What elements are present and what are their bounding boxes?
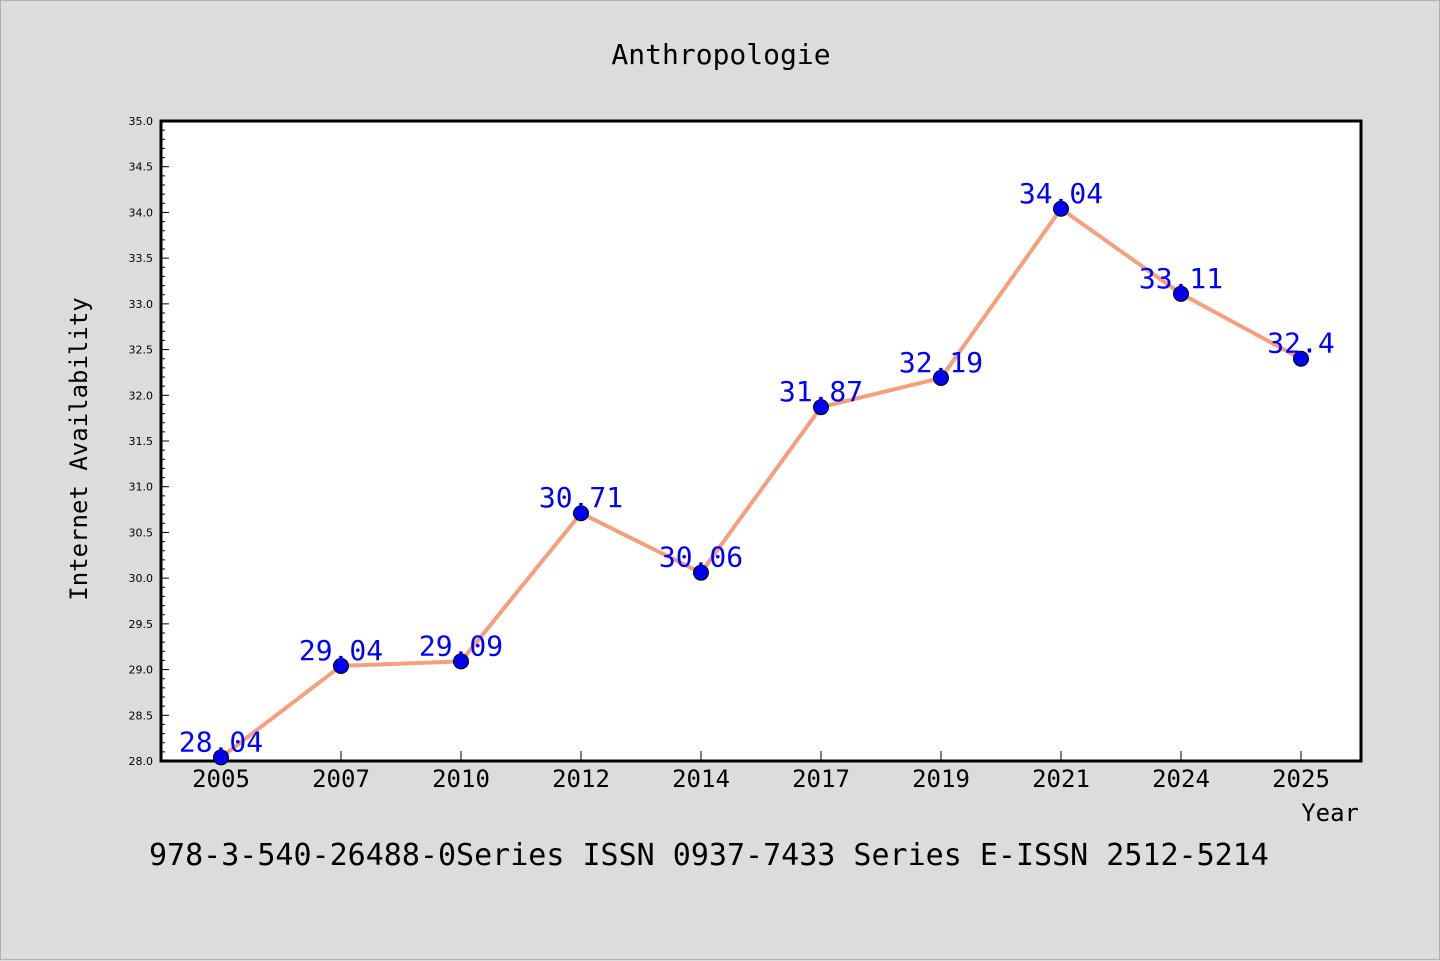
y-tick-label: 35.0 bbox=[129, 115, 154, 128]
y-tick-label: 30.5 bbox=[129, 526, 154, 539]
data-point-marker bbox=[813, 399, 829, 416]
y-axis: 28.0 28.5 29.0 29.5 30.0 30.5 31.0 31.5 32.0 32.5… bbox=[129, 115, 169, 768]
footer-isbn-text: 978-3-540-26488-0Series ISSN 0937-7433 S… bbox=[149, 838, 1269, 873]
x-tick-label: 2024 bbox=[1152, 765, 1210, 793]
data-label: 30.06 bbox=[659, 541, 743, 574]
data-point-marker bbox=[333, 657, 349, 674]
data-label: 31.87 bbox=[779, 375, 863, 408]
data-label: 32.19 bbox=[899, 346, 983, 379]
data-label: 30.71 bbox=[539, 481, 623, 514]
y-tick-label: 33.5 bbox=[129, 252, 154, 265]
data-point-marker bbox=[1053, 200, 1069, 217]
data-point-marker bbox=[693, 564, 709, 581]
y-tick-label: 28.0 bbox=[129, 755, 154, 768]
y-tick-label: 29.5 bbox=[129, 618, 154, 631]
x-tick-label: 2025 bbox=[1272, 765, 1330, 793]
y-tick-label: 32.5 bbox=[129, 344, 154, 357]
data-label: 34.04 bbox=[1019, 177, 1103, 210]
x-tick-label: 2010 bbox=[432, 765, 490, 793]
x-tick-label: 2012 bbox=[552, 765, 610, 793]
data-label: 28.04 bbox=[179, 725, 263, 758]
x-tick-label: 2017 bbox=[792, 765, 850, 793]
x-tick-label: 2021 bbox=[1032, 765, 1090, 793]
y-tick-label: 33.0 bbox=[129, 298, 154, 311]
y-tick-label: 32.0 bbox=[129, 389, 154, 402]
data-label: 32.4 bbox=[1267, 327, 1334, 360]
y-tick-label: 31.0 bbox=[129, 481, 154, 494]
data-point-marker bbox=[453, 653, 469, 670]
x-tick-label: 2019 bbox=[912, 765, 970, 793]
y-axis-label: Internet Availability bbox=[65, 297, 93, 600]
data-label: 33.11 bbox=[1139, 262, 1223, 295]
series-line bbox=[219, 206, 1302, 759]
y-tick-label: 34.0 bbox=[129, 206, 154, 219]
x-tick-label: 2005 bbox=[192, 765, 250, 793]
x-tick-label: 2007 bbox=[312, 765, 370, 793]
data-point-marker bbox=[213, 749, 229, 766]
y-tick-label: 28.5 bbox=[129, 709, 154, 722]
y-tick-label: 31.5 bbox=[129, 435, 154, 448]
y-tick-label: 34.5 bbox=[129, 161, 154, 174]
data-point-marker bbox=[933, 369, 949, 386]
data-label: 29.04 bbox=[299, 634, 383, 667]
plot-area bbox=[159, 119, 1363, 763]
y-tick-label: 30.0 bbox=[129, 572, 154, 585]
data-point-marker bbox=[1173, 285, 1189, 302]
data-point-marker bbox=[573, 505, 589, 522]
data-point-marker bbox=[1293, 350, 1309, 367]
data-label: 29.09 bbox=[419, 629, 503, 662]
x-tick-label: 2014 bbox=[672, 765, 730, 793]
y-tick-label: 29.0 bbox=[129, 664, 154, 677]
x-axis: 2005 2007 2010 2012 2014 2017 2019 2021 2024 2025 bbox=[192, 751, 1330, 793]
series-group: 28.04 29.04 29.09 30.71 30.06 31.87 32.19 34.04… bbox=[179, 177, 1335, 766]
x-axis-label: Year bbox=[1301, 799, 1359, 827]
chart-title: Anthropologie bbox=[611, 38, 830, 71]
